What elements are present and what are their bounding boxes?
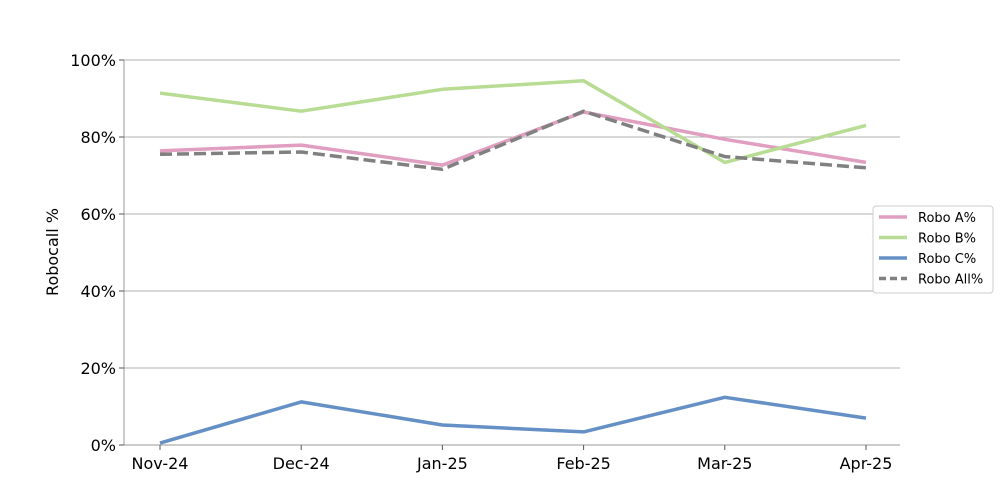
y-tick-label: 0% — [91, 436, 116, 455]
x-tick-label: Feb-25 — [556, 454, 610, 473]
legend-label: Robo C% — [918, 252, 976, 267]
legend-label: Robo B% — [918, 232, 976, 247]
legend-label: Robo A% — [918, 211, 976, 226]
series-line-robo-b — [159, 79, 867, 165]
y-tick-label: 20% — [80, 359, 116, 378]
series-line-robo-all — [159, 109, 867, 172]
x-tick-label: Nov-24 — [132, 454, 189, 473]
y-tick-label: 80% — [80, 128, 116, 147]
series-lines — [159, 79, 867, 445]
y-tick-labels: 0% 20% 40% 60% 80% 100% — [70, 51, 124, 455]
axes — [123, 60, 900, 446]
y-axis-title: Robocall % — [43, 208, 62, 296]
y-tick-label: 60% — [80, 205, 116, 224]
x-tick-label: Dec-24 — [273, 454, 330, 473]
legend-box — [872, 205, 994, 294]
legend: Robo A% Robo B% Robo C% Robo All% — [872, 205, 994, 294]
x-tick-label: Jan-25 — [416, 454, 468, 473]
y-tick-label: 40% — [80, 282, 116, 301]
series-line-robo-c — [159, 395, 867, 445]
y-tick-label: 100% — [70, 51, 116, 70]
x-tick-labels: Nov-24 Dec-24 Jan-25 Feb-25 Mar-25 Apr-25 — [132, 445, 893, 473]
grid-lines — [124, 59, 900, 369]
x-tick-label: Apr-25 — [840, 454, 893, 473]
legend-label: Robo All% — [918, 273, 983, 288]
x-tick-label: Mar-25 — [697, 454, 752, 473]
